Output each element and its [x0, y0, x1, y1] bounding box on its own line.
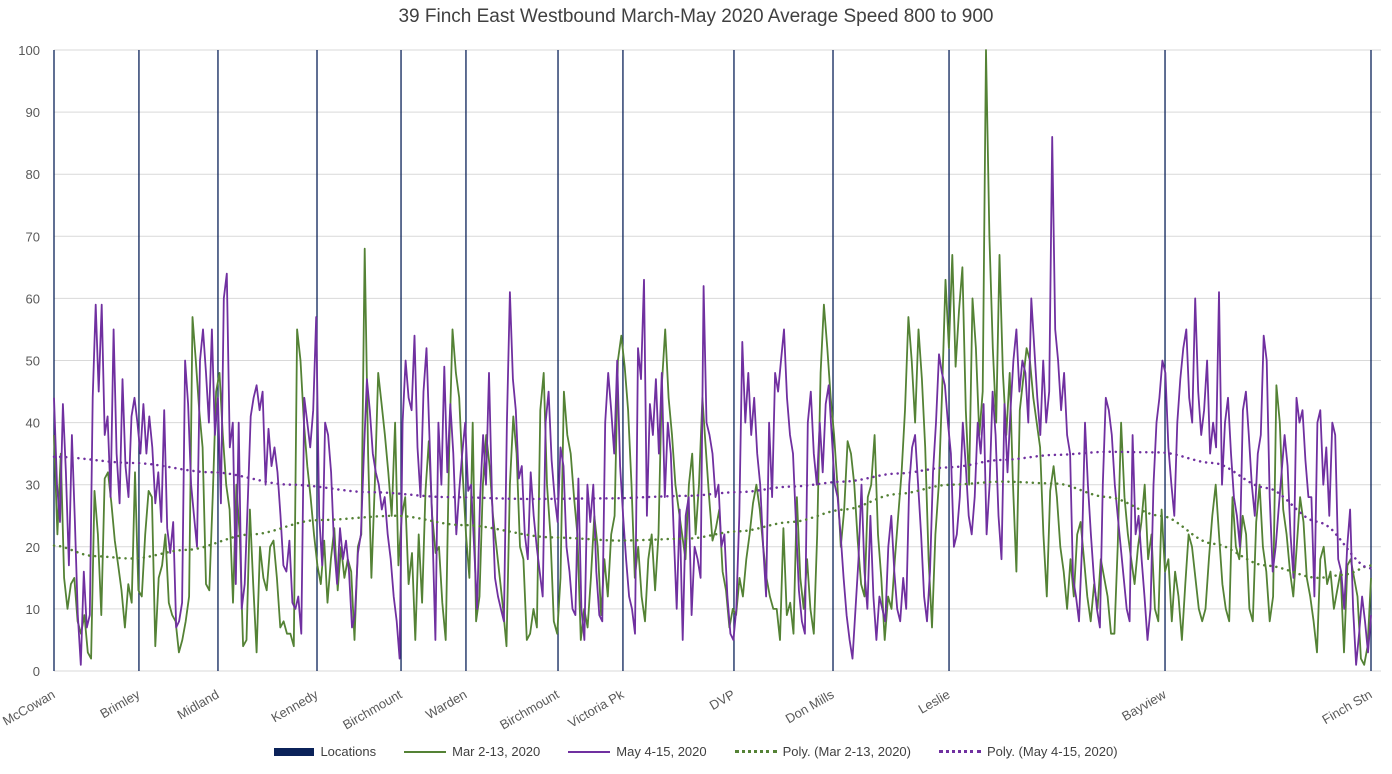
x-tick-label: Finch Stn: [1319, 687, 1374, 727]
x-tick-label: DVP: [707, 687, 738, 713]
y-tick-label: 40: [26, 416, 40, 431]
x-tick-label: Birchmount: [497, 686, 562, 732]
y-axis: 0 10 20 30 40 50 60 70 80 90 100: [18, 43, 40, 679]
legend-item-locations[interactable]: Locations: [274, 744, 376, 759]
series-group: [52, 49, 1373, 666]
x-tick-label: McCowan: [0, 687, 58, 729]
legend-swatch-poly-mar: [734, 750, 777, 753]
y-tick-label: 50: [26, 354, 40, 369]
series-line-2: [52, 480, 1373, 580]
y-tick-label: 10: [26, 602, 40, 617]
legend-label: May 4-15, 2020: [616, 744, 707, 759]
y-tick-label: 90: [26, 105, 40, 120]
legend-swatch-poly-may: [939, 750, 981, 753]
y-tick-label: 70: [26, 229, 40, 244]
legend: Locations Mar 2-13, 2020 May 4-15, 2020 …: [0, 744, 1392, 759]
y-tick-label: 60: [26, 291, 40, 306]
legend-swatch-mar: [404, 750, 447, 753]
legend-item-poly-mar[interactable]: Poly. (Mar 2-13, 2020): [734, 744, 911, 759]
y-tick-label: 30: [26, 478, 40, 493]
x-tick-label: Bayview: [1119, 686, 1169, 723]
y-tick-label: 20: [26, 540, 40, 555]
y-tick-label: 0: [33, 664, 40, 679]
legend-swatch-may: [568, 750, 611, 753]
y-tick-label: 100: [18, 43, 40, 58]
x-axis: McCowan Brimley Midland Kennedy Birchmount Wa…: [0, 686, 1375, 732]
series-line-0: [53, 49, 1372, 666]
chart-title: 39 Finch East Westbound March-May 2020 A…: [398, 6, 994, 27]
x-tick-label: Don Mills: [783, 686, 837, 726]
x-tick-label: Birchmount: [340, 686, 405, 732]
legend-label: Mar 2-13, 2020: [452, 744, 541, 759]
x-tick-label: Victoria Pk: [565, 686, 627, 730]
legend-label: Poly. (Mar 2-13, 2020): [782, 744, 911, 759]
x-tick-label: Kennedy: [269, 686, 321, 725]
series-line-3: [52, 450, 1373, 570]
legend-item-mar[interactable]: Mar 2-13, 2020: [404, 744, 540, 759]
series-line-1: [53, 136, 1372, 666]
x-tick-label: Warden: [423, 687, 470, 723]
legend-label: Poly. (May 4-15, 2020): [987, 744, 1118, 759]
x-tick-label: Brimley: [97, 686, 142, 721]
legend-item-may[interactable]: May 4-15, 2020: [568, 744, 707, 759]
legend-item-poly-may[interactable]: Poly. (May 4-15, 2020): [939, 744, 1118, 759]
x-tick-label: Leslie: [916, 687, 953, 717]
x-tick-label: Midland: [175, 687, 222, 723]
legend-label: Locations: [320, 744, 377, 759]
legend-swatch-locations: [274, 747, 315, 756]
plot-area: 0 10 20 30 40 50 60 70 80 90 100 McCowan Brimley Mid…: [0, 43, 1381, 732]
y-tick-label: 80: [26, 167, 40, 182]
